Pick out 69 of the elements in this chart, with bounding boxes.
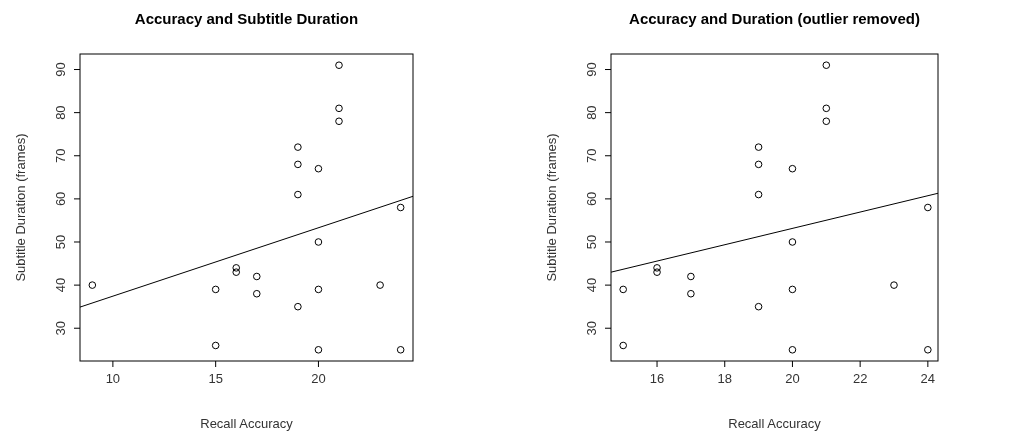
point [335, 104, 343, 113]
point [788, 164, 797, 173]
point [687, 289, 695, 298]
point [211, 341, 220, 350]
y-tick-label: 60 [584, 191, 599, 207]
point [211, 285, 220, 294]
point [314, 285, 323, 294]
chart-title: Accuracy and Duration (outlier removed) [629, 10, 920, 27]
point [252, 272, 261, 281]
y-axis-title: Subtitle Duration (frames) [544, 133, 559, 282]
point [619, 285, 627, 294]
y-tick-label: 80 [584, 105, 599, 120]
point [376, 281, 384, 289]
x-tick-label: 10 [105, 371, 121, 386]
point [252, 289, 261, 298]
point [294, 190, 302, 199]
y-tick-label: 90 [53, 62, 68, 77]
y-tick-label: 30 [584, 321, 599, 336]
point [653, 268, 661, 276]
point [822, 61, 831, 70]
point [619, 341, 627, 350]
point [788, 238, 797, 246]
point [754, 160, 763, 169]
point [396, 203, 405, 212]
point [314, 164, 323, 173]
y-tick-label: 50 [53, 234, 68, 250]
point [294, 143, 302, 151]
x-tick-label: 20 [311, 371, 326, 386]
point [788, 345, 797, 354]
y-tick-label: 50 [584, 234, 599, 250]
point [822, 104, 831, 113]
point [88, 281, 97, 289]
point [890, 281, 898, 289]
x-tick-label: 22 [852, 371, 868, 386]
y-axis-title: Subtitle Duration (frames) [13, 133, 28, 282]
point [754, 302, 763, 311]
y-tick-label: 80 [53, 105, 68, 120]
point [232, 264, 241, 272]
x-tick-label: 20 [785, 371, 800, 386]
y-tick-label: 40 [584, 277, 599, 293]
x-tick-label: 18 [717, 371, 732, 386]
x-axis-title: Recall Accuracy [728, 416, 822, 431]
x-tick-label: 16 [649, 371, 665, 386]
point [294, 160, 302, 169]
point [335, 61, 343, 70]
y-tick-label: 40 [53, 277, 68, 293]
point [232, 268, 241, 276]
x-tick-label: 24 [920, 371, 936, 386]
point [653, 264, 661, 272]
point [335, 117, 343, 126]
point [294, 302, 302, 311]
point [822, 117, 831, 126]
y-tick-label: 90 [584, 62, 599, 77]
chart-title: Accuracy and Subtitle Duration [134, 10, 359, 27]
point [754, 190, 763, 199]
point [924, 203, 932, 212]
point [396, 345, 405, 354]
y-tick-label: 70 [584, 148, 599, 163]
point [314, 345, 323, 354]
point [754, 143, 763, 151]
y-tick-label: 60 [53, 191, 68, 207]
point [788, 285, 797, 294]
point [687, 272, 695, 281]
x-tick-label: 15 [208, 371, 223, 386]
y-tick-label: 30 [53, 321, 68, 336]
y-tick-label: 70 [53, 148, 68, 163]
point [314, 238, 323, 246]
x-axis-title: Recall Accuracy [200, 416, 294, 431]
point [924, 345, 932, 354]
